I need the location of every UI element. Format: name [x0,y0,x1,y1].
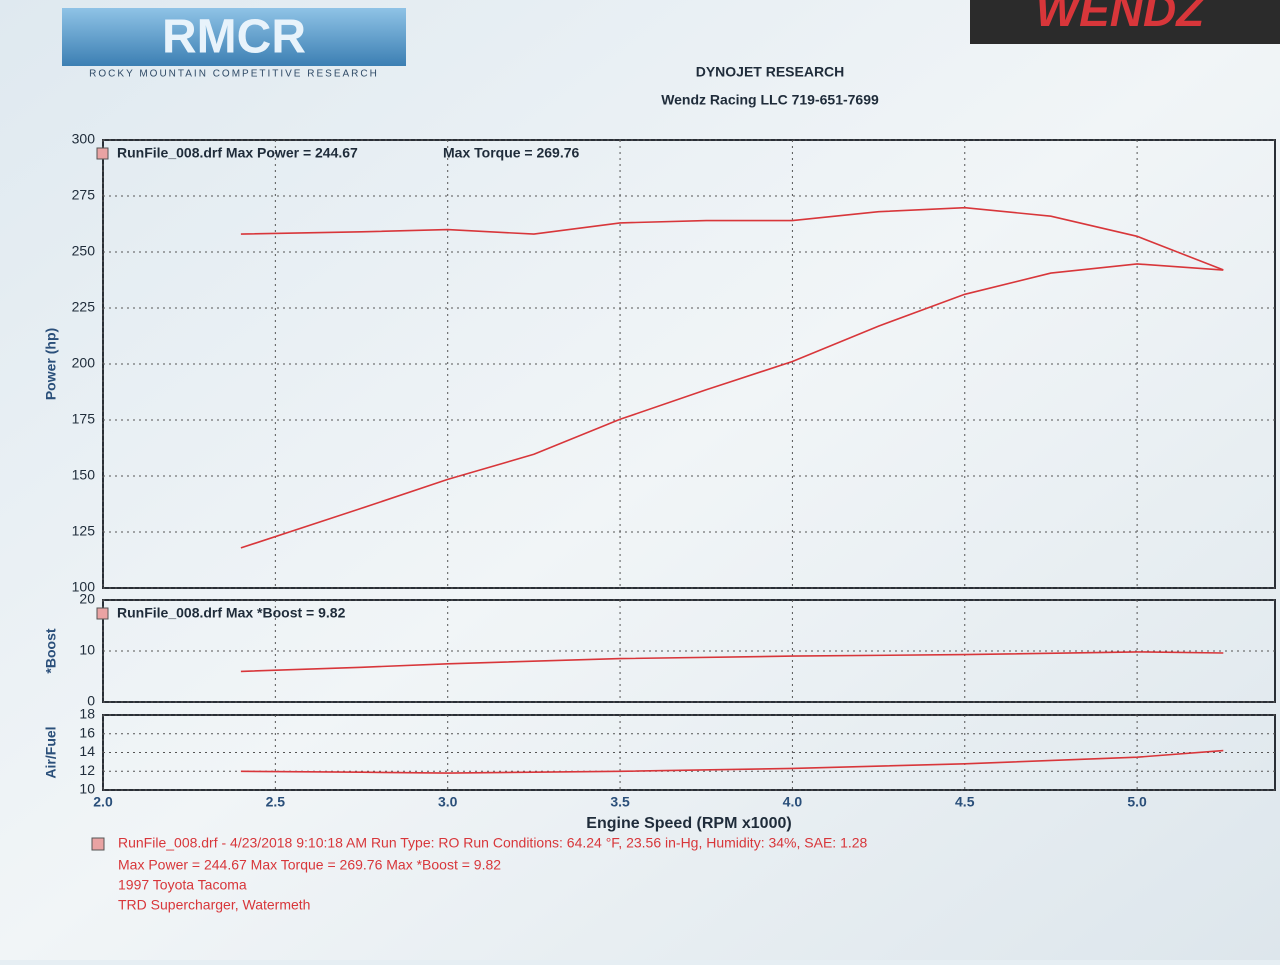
y-tick-label: 100 [72,579,96,595]
y-tick-label: 275 [72,187,96,203]
logo-subtitle: ROCKY MOUNTAIN COMPETITIVE RESEARCH [89,69,379,80]
data-line [240,206,1224,271]
y-tick-label: 10 [79,642,95,658]
y-tick-label: 250 [72,243,96,259]
data-line [240,651,1224,673]
legend-icon [96,147,109,160]
footer-line: TRD Supercharger, Watermeth [118,897,310,913]
y-axis-label: Power (hp) [43,328,59,400]
y-tick-label: 12 [79,762,95,778]
x-tick-label: 4.0 [783,794,803,810]
legend-icon [96,607,109,620]
footer-line: 1997 Toyota Tacoma [118,877,247,893]
y-tick-label: 16 [79,724,95,740]
data-line [240,749,1224,774]
y-tick-label: 0 [87,693,95,709]
y-tick-label: 125 [72,523,96,539]
brand: WENDZ [1036,0,1207,36]
y-tick-label: 175 [72,411,96,427]
y-tick-label: 18 [79,706,95,722]
x-tick-label: 2.5 [266,794,286,810]
logo: RMCR [162,11,306,64]
y-tick-label: 300 [72,131,96,147]
y-tick-label: 150 [72,467,96,483]
x-tick-label: 5.0 [1127,794,1147,810]
y-axis-label: *Boost [43,628,59,673]
y-tick-label: 20 [79,591,95,607]
y-tick-label: 10 [79,781,95,797]
x-axis-label: Engine Speed (RPM x1000) [586,815,791,832]
footer-line: Max Power = 244.67 Max Torque = 269.76 M… [118,857,501,873]
y-tick-label: 200 [72,355,96,371]
logo-box [62,8,406,66]
footer-line: RunFile_008.drf - 4/23/2018 9:10:18 AM R… [118,835,868,851]
y-tick-label: 14 [79,743,95,759]
annotation: RunFile_008.drf Max *Boost = 9.82 [117,605,346,621]
annotation: RunFile_008.drf Max Power = 244.67 [117,145,358,161]
x-tick-label: 3.0 [438,794,458,810]
x-tick-label: 2.0 [93,794,113,810]
y-tick-label: 225 [72,299,96,315]
annotation: Max Torque = 269.76 [443,145,580,161]
footer-legend-icon [91,837,105,851]
brand-box [970,0,1280,44]
y-axis-label: Air/Fuel [43,726,59,778]
x-tick-label: 4.5 [955,794,975,810]
subtitle: Wendz Racing LLC 719-651-7699 [661,92,879,108]
x-tick-label: 3.5 [610,794,630,810]
data-line [240,263,1224,549]
title: DYNOJET RESEARCH [696,64,845,80]
